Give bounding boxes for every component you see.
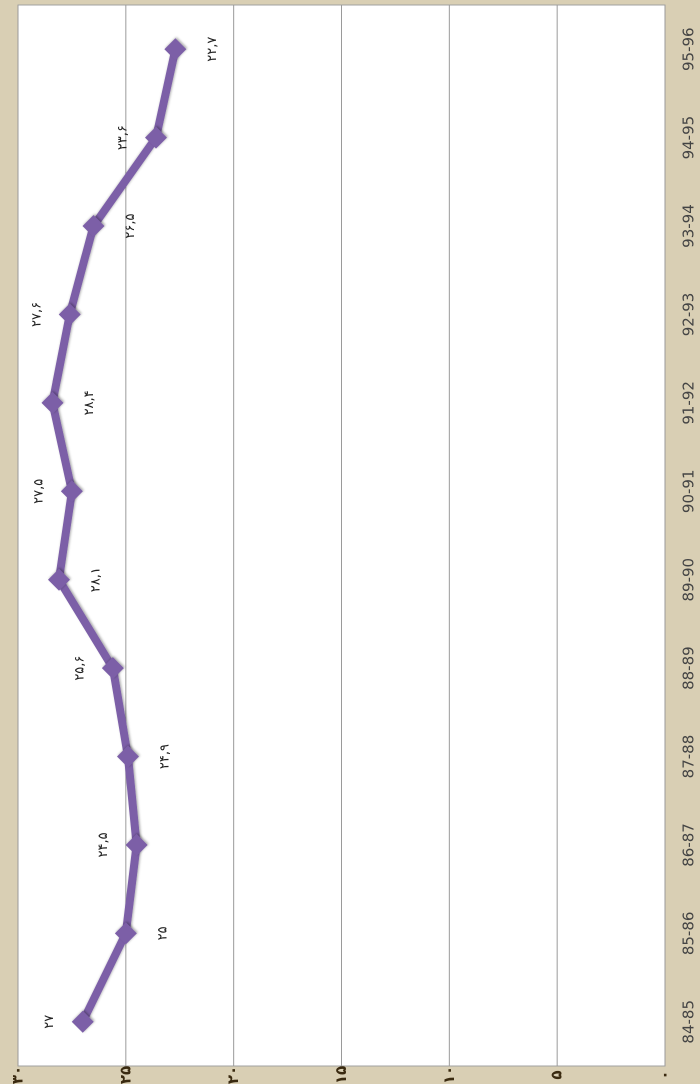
- data-label: ۲۷: [42, 1015, 57, 1029]
- data-label: ۲۶,۵: [123, 213, 138, 238]
- x-tick-label: 95-96: [680, 27, 698, 71]
- y-tick-label: ۲۵: [116, 1066, 134, 1084]
- data-label: ۲۲,۷: [205, 37, 220, 62]
- data-label: ۲۷,۵: [31, 479, 46, 504]
- marker: [114, 922, 137, 945]
- x-tick-label: 91-92: [680, 381, 698, 425]
- data-label: ۲۵,۶: [72, 656, 87, 681]
- x-tick-label: 84-85: [680, 1000, 698, 1044]
- y-tick-label: ۵: [548, 1070, 566, 1079]
- marker: [101, 657, 124, 680]
- y-tick-label: ۱۰: [440, 1066, 458, 1084]
- data-label: ۲۴,۵: [96, 832, 111, 857]
- data-label: ۲۵: [155, 926, 170, 940]
- x-tick-label: 87-88: [680, 735, 698, 779]
- x-tick-label: 88-89: [680, 646, 698, 690]
- x-tick-label: 94-95: [680, 116, 698, 160]
- data-label: ۲۸,۴: [82, 390, 97, 415]
- marker: [82, 215, 105, 238]
- data-label: ۲۸,۱: [88, 567, 103, 592]
- marker: [60, 480, 83, 503]
- marker: [145, 126, 168, 149]
- marker: [164, 38, 187, 61]
- data-label: ۲۳,۶: [116, 125, 131, 150]
- marker: [58, 303, 81, 326]
- x-tick-label: 92-93: [680, 293, 698, 337]
- x-tick-label: 90-91: [680, 469, 698, 513]
- line: [48, 48, 180, 1024]
- x-tick-label: 85-86: [680, 912, 698, 956]
- y-tick-label: ۲۰: [224, 1066, 242, 1084]
- marker: [41, 391, 64, 414]
- y-tick-label: ۰: [656, 1070, 674, 1079]
- data-label: ۲۴,۹: [157, 744, 172, 769]
- x-tick-label: 86-87: [680, 823, 698, 867]
- y-tick-label: ۳۰: [9, 1066, 27, 1084]
- x-tick-label: 89-90: [680, 558, 698, 602]
- marker: [71, 1010, 94, 1033]
- y-tick-label: ۱۵: [332, 1066, 350, 1084]
- rotated-chart: ۰ ۵ ۱۰ ۱۵ ۲۰ ۲۵ ۳۰ 84-85 85-86 86-87 87-88 88-89 89-…: [9, 4, 698, 1084]
- marker: [47, 568, 70, 591]
- data-label: ۲۷,۶: [29, 302, 44, 327]
- x-tick-label: 93-94: [680, 204, 698, 248]
